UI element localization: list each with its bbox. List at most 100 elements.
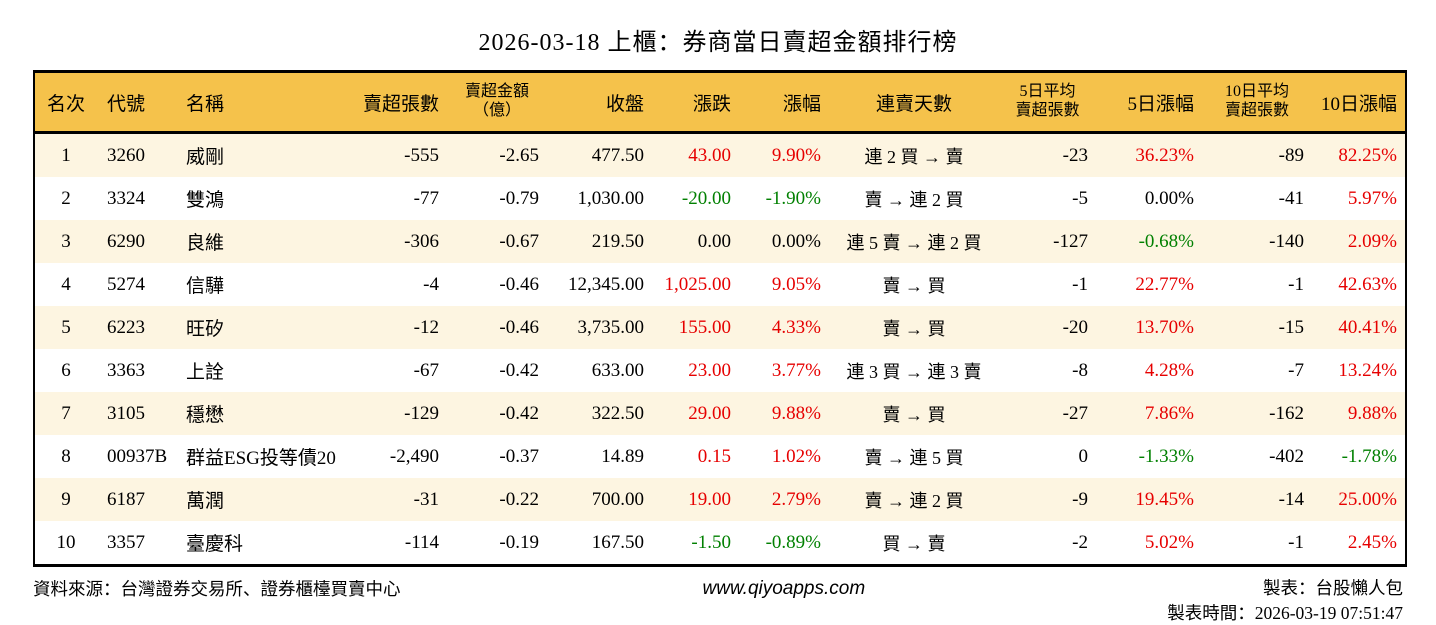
cell-change: 23.00 <box>652 349 739 392</box>
column-header-name: 名稱 <box>182 73 362 131</box>
cell-close: 12,345.00 <box>547 263 652 306</box>
cell-change-pct: 9.90% <box>739 134 829 177</box>
cell-avg10-qty: -41 <box>1202 177 1312 220</box>
cell-net-sell-amt: -0.22 <box>447 478 547 521</box>
cell-change-pct: 3.77% <box>739 349 829 392</box>
cell-close: 477.50 <box>547 134 652 177</box>
cell-change-pct: 9.88% <box>739 392 829 435</box>
cell-net-sell-amt: -0.79 <box>447 177 547 220</box>
cell-net-sell-amt: -2.65 <box>447 134 547 177</box>
cell-code: 3363 <box>97 349 182 392</box>
website-url: www.qiyoapps.com <box>703 576 866 600</box>
cell-avg5-qty: -27 <box>999 392 1096 435</box>
cell-name: 穩懋 <box>182 392 362 435</box>
cell-name: 上詮 <box>182 349 362 392</box>
cell-change-pct: 2.79% <box>739 478 829 521</box>
cell-pct5: 4.28% <box>1096 349 1202 392</box>
cell-avg5-qty: -2 <box>999 521 1096 564</box>
cell-change: 0.00 <box>652 220 739 263</box>
cell-net-sell-qty: -77 <box>362 177 447 220</box>
cell-rank: 3 <box>35 220 97 263</box>
cell-name: 良維 <box>182 220 362 263</box>
column-header-net-sell-qty: 賣超張數 <box>362 73 447 131</box>
cell-streak: 買 → 賣 <box>829 521 999 564</box>
cell-change-pct: -1.90% <box>739 177 829 220</box>
report-page: 2026-03-18 上櫃：券商當日賣超金額排行榜 名次代號名稱賣超張數賣超金額… <box>0 0 1436 612</box>
cell-name: 旺矽 <box>182 306 362 349</box>
cell-change-pct: -0.89% <box>739 521 829 564</box>
cell-streak: 賣 → 買 <box>829 392 999 435</box>
cell-change: 19.00 <box>652 478 739 521</box>
cell-close: 219.50 <box>547 220 652 263</box>
cell-pct5: 7.86% <box>1096 392 1202 435</box>
cell-net-sell-amt: -0.46 <box>447 263 547 306</box>
cell-change-pct: 0.00% <box>739 220 829 263</box>
column-header-change-pct: 漲幅 <box>739 73 829 131</box>
cell-change-pct: 1.02% <box>739 435 829 478</box>
cell-net-sell-qty: -114 <box>362 521 447 564</box>
cell-pct10: 5.97% <box>1312 177 1405 220</box>
cell-avg10-qty: -89 <box>1202 134 1312 177</box>
cell-rank: 9 <box>35 478 97 521</box>
cell-net-sell-amt: -0.46 <box>447 306 547 349</box>
column-header-close: 收盤 <box>547 73 652 131</box>
cell-code: 6290 <box>97 220 182 263</box>
cell-avg10-qty: -1 <box>1202 521 1312 564</box>
cell-net-sell-amt: -0.37 <box>447 435 547 478</box>
made-time-note: 製表時間：2026-03-19 07:51:47 <box>1167 601 1403 625</box>
cell-streak: 賣 → 連 2 買 <box>829 177 999 220</box>
cell-streak: 連 3 買 → 連 3 賣 <box>829 349 999 392</box>
cell-pct5: 36.23% <box>1096 134 1202 177</box>
cell-net-sell-qty: -4 <box>362 263 447 306</box>
cell-rank: 5 <box>35 306 97 349</box>
credits-block: 製表：台股懶人包 製表時間：2026-03-19 07:51:47 <box>1167 576 1403 625</box>
cell-code: 3260 <box>97 134 182 177</box>
cell-net-sell-qty: -2,490 <box>362 435 447 478</box>
cell-code: 3324 <box>97 177 182 220</box>
cell-rank: 2 <box>35 177 97 220</box>
page-title: 2026-03-18 上櫃：券商當日賣超金額排行榜 <box>0 0 1436 57</box>
cell-change: -1.50 <box>652 521 739 564</box>
cell-streak: 賣 → 買 <box>829 306 999 349</box>
cell-pct5: 13.70% <box>1096 306 1202 349</box>
cell-avg10-qty: -14 <box>1202 478 1312 521</box>
cell-close: 167.50 <box>547 521 652 564</box>
cell-net-sell-qty: -67 <box>362 349 447 392</box>
cell-streak: 連 2 買 → 賣 <box>829 134 999 177</box>
cell-code: 3105 <box>97 392 182 435</box>
cell-change: 155.00 <box>652 306 739 349</box>
cell-pct10: 9.88% <box>1312 392 1405 435</box>
cell-change: 29.00 <box>652 392 739 435</box>
cell-net-sell-qty: -31 <box>362 478 447 521</box>
cell-avg10-qty: -1 <box>1202 263 1312 306</box>
cell-rank: 10 <box>35 521 97 564</box>
cell-rank: 6 <box>35 349 97 392</box>
cell-close: 1,030.00 <box>547 177 652 220</box>
cell-avg5-qty: -5 <box>999 177 1096 220</box>
cell-name: 威剛 <box>182 134 362 177</box>
cell-pct10: 13.24% <box>1312 349 1405 392</box>
column-header-pct10: 10日漲幅 <box>1312 73 1405 131</box>
cell-name: 雙鴻 <box>182 177 362 220</box>
cell-name: 群益ESG投等債20 <box>182 435 362 478</box>
data-source-note: 資料來源：台灣證券交易所、證券櫃檯買賣中心 <box>33 576 401 601</box>
footer: 資料來源：台灣證券交易所、證券櫃檯買賣中心 www.qiyoapps.com 製… <box>33 576 1403 625</box>
cell-avg5-qty: -127 <box>999 220 1096 263</box>
cell-change-pct: 4.33% <box>739 306 829 349</box>
cell-streak: 賣 → 連 2 買 <box>829 478 999 521</box>
column-header-streak: 連賣天數 <box>829 73 999 131</box>
cell-net-sell-qty: -129 <box>362 392 447 435</box>
cell-change: 1,025.00 <box>652 263 739 306</box>
cell-avg10-qty: -402 <box>1202 435 1312 478</box>
column-header-avg5-qty: 5日平均 賣超張數 <box>999 73 1096 131</box>
column-header-avg10-qty: 10日平均 賣超張數 <box>1202 73 1312 131</box>
cell-net-sell-amt: -0.67 <box>447 220 547 263</box>
